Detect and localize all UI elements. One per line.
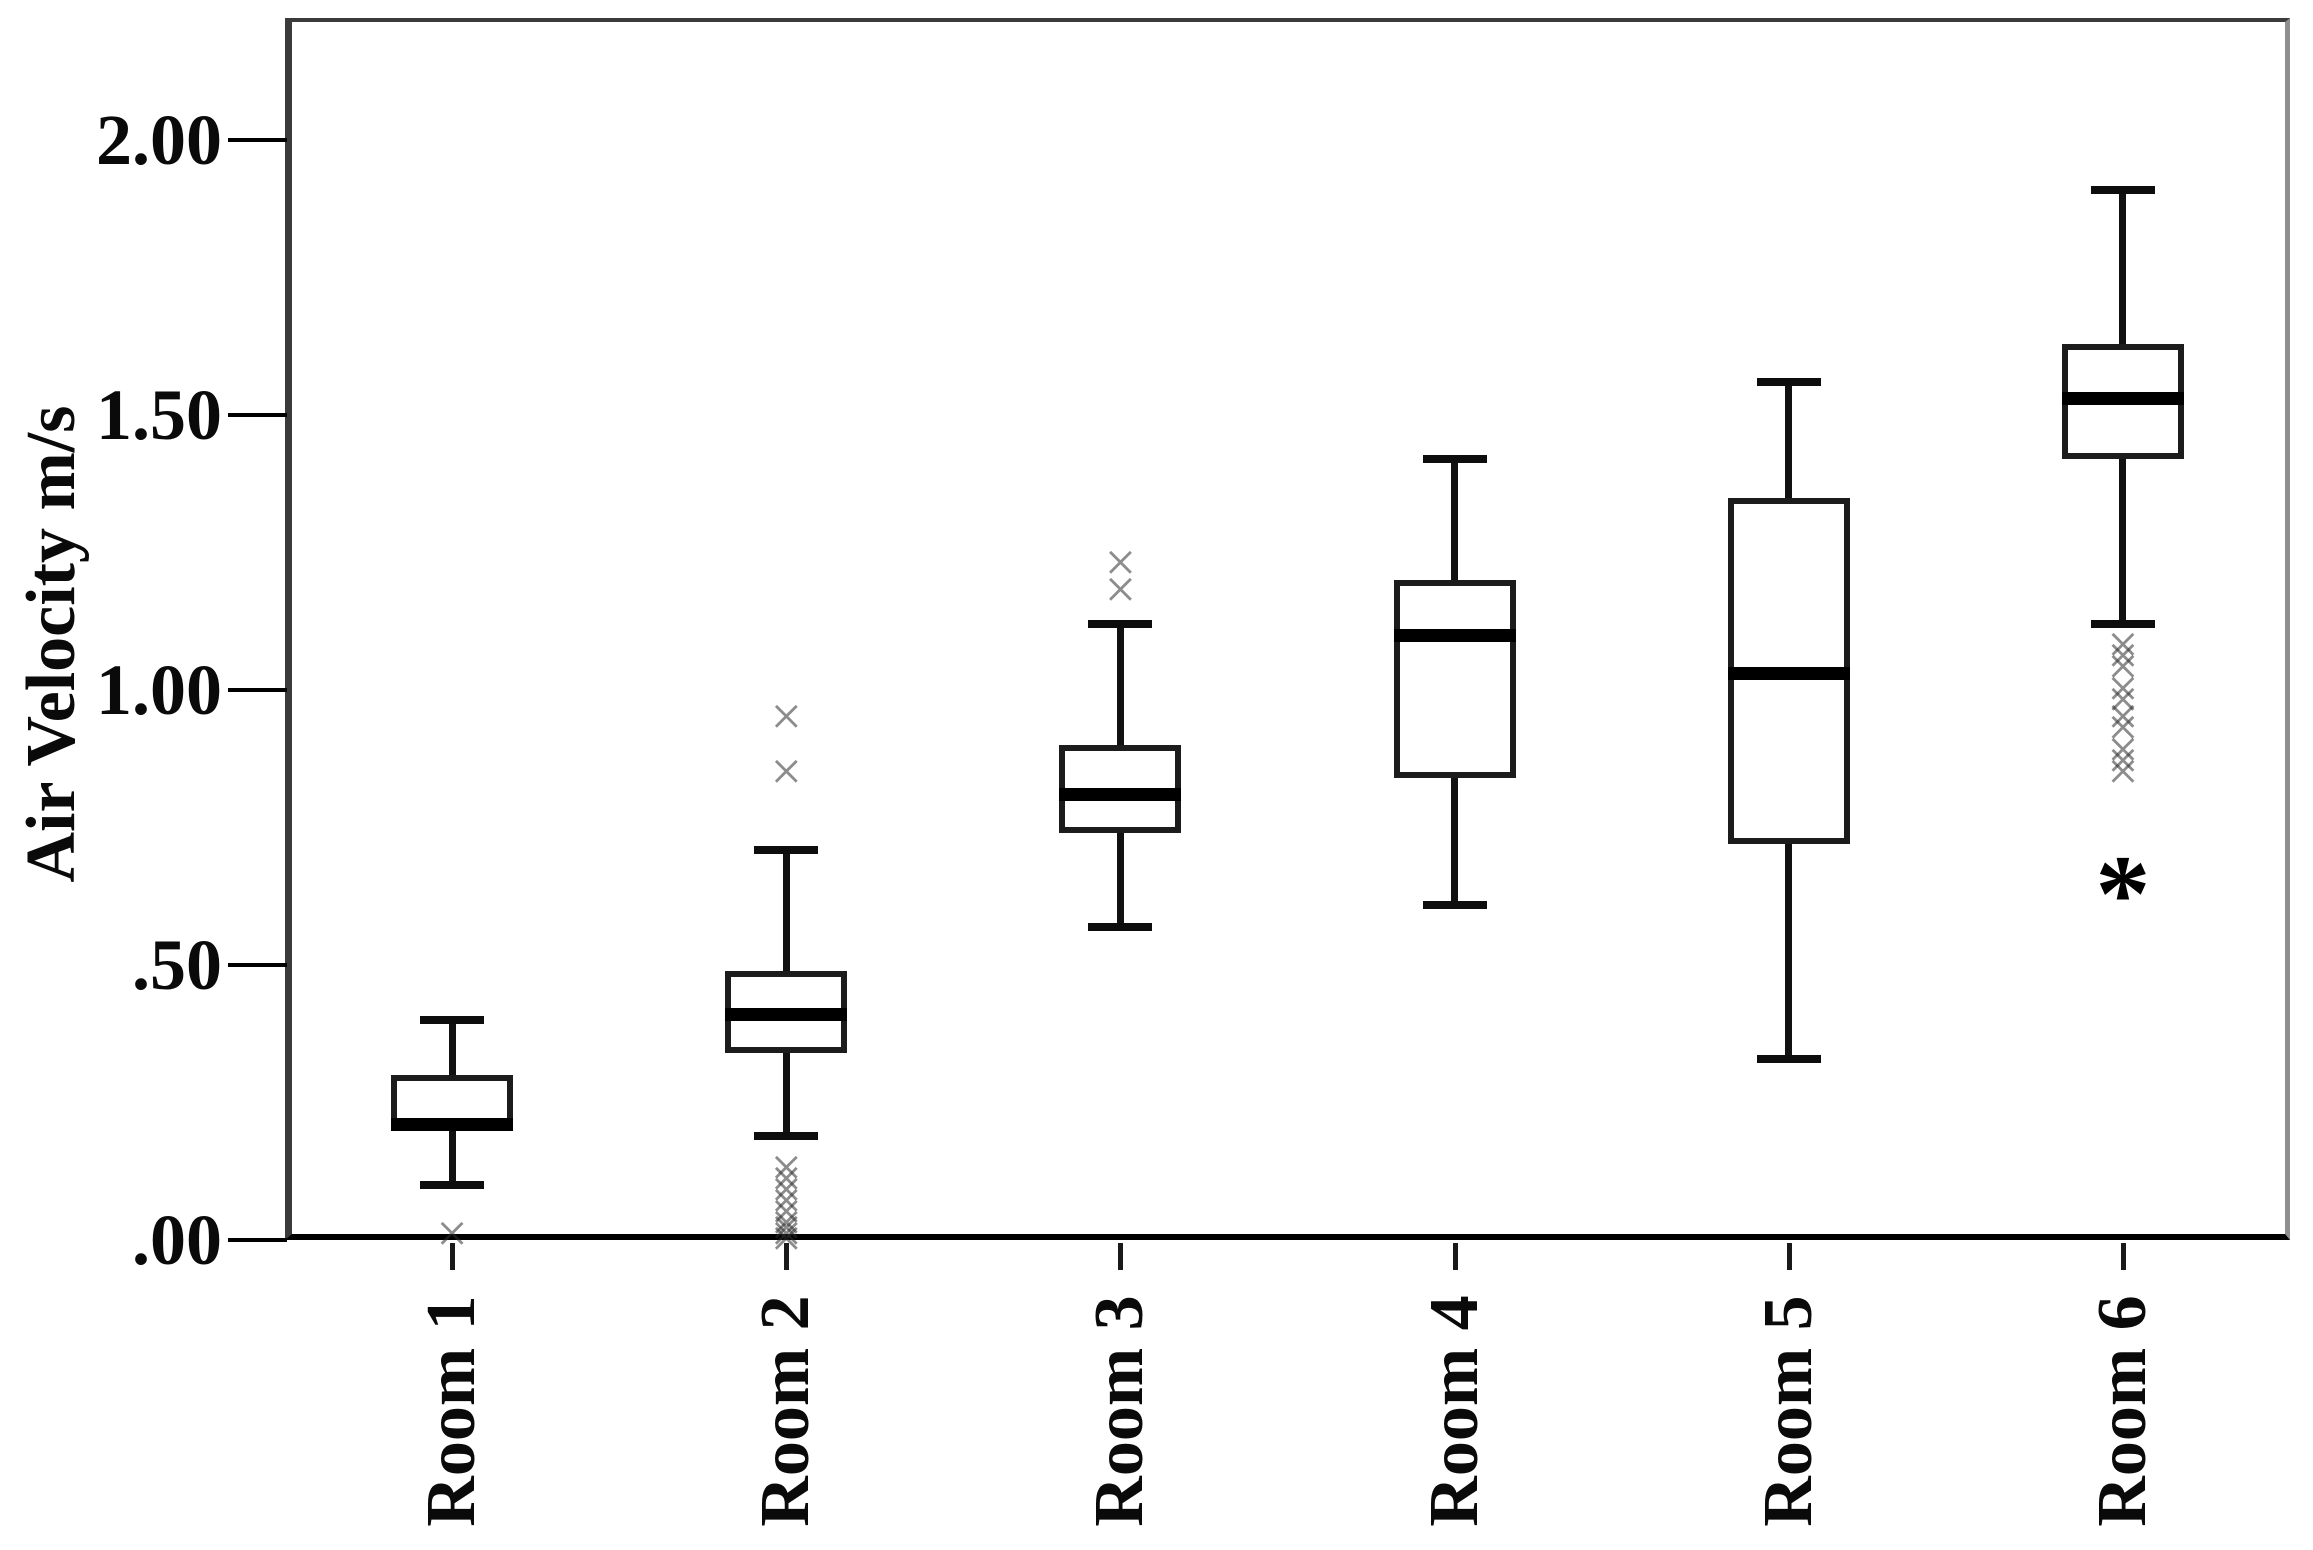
outlier-marker: × [770,1158,803,1221]
outlier-marker: × [770,740,803,803]
x-tick-mark [450,1243,456,1270]
extreme-marker: * [2095,832,2151,955]
x-category-label: Room 1 [413,1295,491,1527]
whisker-cap-low [2090,620,2155,628]
y-tick-mark [228,688,287,692]
whisker-cap-high [1088,620,1153,628]
y-tick-label: 2.00 [96,100,222,180]
outlier-marker: × [2107,740,2139,803]
whisker-cap-high [420,1016,485,1024]
outlier-marker: × [770,685,803,748]
outlier-marker: × [2107,657,2139,720]
x-category-label: Room 2 [747,1295,825,1527]
x-tick-mark [784,1243,790,1270]
median-line [725,1008,848,1021]
outlier-marker: × [770,1169,803,1232]
x-category-label: Room 6 [2083,1295,2161,1527]
outlier-marker: × [770,1147,803,1210]
outlier-marker: × [2107,613,2139,676]
x-tick-mark [2120,1243,2126,1270]
outlier-marker: × [2107,685,2139,748]
x-category-label: Room 5 [1749,1295,1827,1527]
median-line [2061,392,2184,405]
outlier-marker: × [770,1136,803,1199]
y-tick-label: 1.50 [96,375,222,455]
outlier-marker: × [2107,729,2139,792]
x-tick-mark [1786,1243,1792,1270]
x-tick-mark [1452,1243,1458,1270]
whisker-cap-high [1756,378,1821,386]
whisker-cap-low [754,1131,819,1140]
x-category-label: Room 4 [1415,1295,1493,1527]
whisker-cap-low [1422,900,1487,909]
outlier-marker: × [770,1191,803,1254]
x-category-label: Room 3 [1081,1295,1159,1527]
y-tick-mark [228,138,287,142]
median-line [391,1118,514,1131]
y-tick-label: 1.00 [96,650,222,730]
outlier-marker: × [2107,668,2139,731]
whisker-cap-low [420,1181,485,1189]
median-line [1727,667,1850,680]
y-tick-label: .00 [132,1200,222,1280]
y-tick-label: .50 [132,925,222,1005]
median-line [1393,628,1516,642]
y-tick-mark [228,413,287,417]
outlier-marker: × [1104,558,1137,621]
outlier-marker: × [770,1180,803,1243]
whisker-cap-high [1422,455,1487,463]
median-line [1059,788,1182,801]
whisker-cap-high [2090,185,2155,194]
whisker-cap-low [1088,922,1153,931]
outlier-marker: × [1104,531,1137,594]
y-tick-mark [228,1238,287,1242]
outlier-marker: × [2107,696,2139,759]
y-tick-mark [228,963,287,967]
outlier-marker: × [2107,635,2139,698]
whisker-cap-high [754,845,819,854]
box-iqr [1393,580,1516,778]
outlier-marker: × [2107,624,2139,687]
x-tick-mark [1118,1243,1124,1270]
outlier-marker: × [2107,718,2139,781]
plot-area [285,18,2290,1240]
whisker-cap-low [1756,1054,1821,1063]
